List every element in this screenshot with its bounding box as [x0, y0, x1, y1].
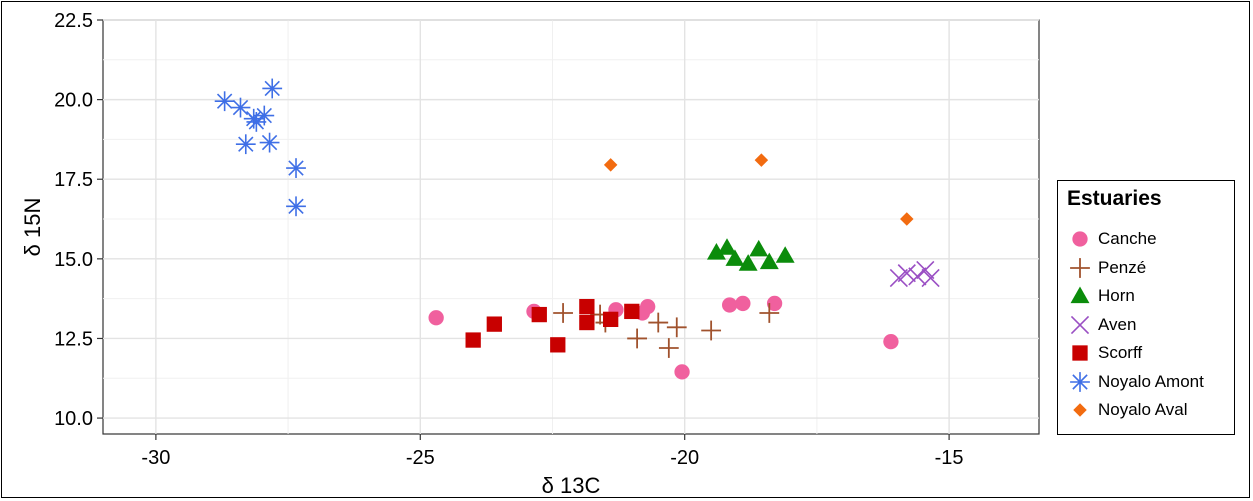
point-horn — [749, 239, 769, 257]
point-noyalo-amont — [254, 105, 275, 126]
legend-label: Noyalo Amont — [1098, 371, 1204, 391]
point-scorff — [624, 303, 640, 320]
point-canche — [766, 295, 783, 312]
legend-item-canche: Canche — [1066, 225, 1234, 253]
legend-label: Horn — [1098, 286, 1135, 305]
legend-key-x — [1070, 315, 1090, 334]
point-penz- — [627, 328, 648, 349]
legend-key-plus — [1070, 257, 1090, 278]
legend-marker — [1070, 371, 1090, 392]
point-scorff — [550, 337, 566, 353]
legend-marker — [1070, 286, 1090, 304]
y-tick-label: 12.5 — [54, 328, 93, 350]
point-aven — [916, 260, 935, 280]
point-horn — [738, 254, 758, 271]
point-penz- — [658, 338, 679, 358]
plot-panel — [102, 19, 1040, 435]
point-noyalo-aval — [603, 158, 618, 172]
point-horn — [717, 238, 737, 255]
legend-item-horn: Horn — [1066, 282, 1234, 310]
x-tick-label: -25 — [406, 447, 435, 469]
point-penz- — [701, 320, 722, 341]
legend-item-noyalo-aval: Noyalo Aval — [1066, 396, 1234, 424]
y-tick-label: 22.5 — [54, 10, 93, 32]
legend-marker — [1070, 315, 1090, 334]
point-penz- — [759, 303, 780, 323]
legend-item-penz-: Penzé — [1066, 254, 1234, 282]
point-canche — [735, 295, 751, 312]
point-scorff — [579, 298, 595, 315]
point-penz- — [553, 303, 573, 323]
point-canche — [674, 364, 690, 380]
y-tick-label: 20.0 — [54, 90, 93, 112]
legend-marker — [1073, 403, 1087, 417]
point-noyalo-aval — [900, 212, 914, 226]
legend-key-asterisk — [1070, 371, 1090, 392]
point-canche — [640, 298, 656, 315]
axis-ticks: -30 -25 -20 -15 10.0 12.5 15.0 17.5 20.0 22.5 — [54, 10, 963, 469]
legend-label: Penzé — [1098, 257, 1147, 277]
legend: Estuaries Canche Penzé Horn Aven Scorff Noyal… — [1057, 180, 1235, 435]
legend-label: Canche — [1098, 229, 1157, 248]
x-tick-label: -30 — [141, 447, 170, 469]
point-noyalo-amont — [262, 78, 283, 99]
legend-marker — [1072, 231, 1088, 247]
legend-item-noyalo-amont: Noyalo Amont — [1066, 368, 1234, 396]
legend-key-circle — [1072, 231, 1088, 247]
point-scorff — [531, 306, 547, 323]
legend-item-scorff: Scorff — [1066, 339, 1234, 367]
legend-label: Noyalo Aval — [1098, 400, 1188, 419]
point-penz- — [666, 317, 687, 338]
point-aven — [889, 268, 908, 288]
y-axis-title: δ 15N — [20, 198, 45, 257]
point-horn — [725, 249, 745, 266]
point-scorff — [579, 314, 595, 331]
point-scorff — [465, 332, 481, 348]
legend-label: Aven — [1098, 314, 1137, 334]
legend-marker — [1070, 257, 1090, 278]
y-tick-label: 10.0 — [54, 408, 93, 430]
point-penz- — [648, 312, 669, 333]
point-canche — [721, 297, 738, 313]
point-noyalo-amont — [286, 158, 306, 178]
point-horn — [759, 252, 779, 270]
data-points — [214, 78, 940, 380]
point-noyalo-aval — [754, 153, 769, 167]
y-tick-label: 15.0 — [54, 249, 93, 271]
point-canche — [428, 310, 444, 326]
point-horn — [706, 243, 726, 260]
grid-lines — [103, 19, 1039, 434]
point-noyalo-amont — [259, 132, 280, 153]
point-scorff — [603, 311, 619, 328]
point-noyalo-amont — [230, 97, 251, 118]
legend-key-square — [1072, 345, 1088, 361]
x-tick-label: -15 — [935, 447, 964, 469]
point-aven — [897, 264, 916, 283]
legend-title: Estuaries — [1067, 187, 1162, 210]
point-noyalo-amont — [235, 134, 256, 155]
x-tick-label: -20 — [670, 447, 699, 469]
point-noyalo-amont — [246, 112, 267, 132]
point-noyalo-amont — [286, 196, 306, 217]
legend-key-triangle — [1070, 286, 1090, 304]
point-noyalo-amont — [214, 91, 235, 112]
x-axis-title: δ 13C — [542, 473, 601, 498]
y-tick-label: 17.5 — [54, 169, 93, 191]
point-scorff — [486, 316, 502, 332]
legend-key-diamond — [1073, 403, 1087, 417]
point-horn — [775, 246, 795, 263]
point-aven — [921, 268, 940, 288]
point-canche — [883, 333, 899, 350]
legend-label: Scorff — [1098, 343, 1143, 362]
legend-item-aven: Aven — [1066, 311, 1234, 339]
legend-marker — [1072, 345, 1088, 361]
